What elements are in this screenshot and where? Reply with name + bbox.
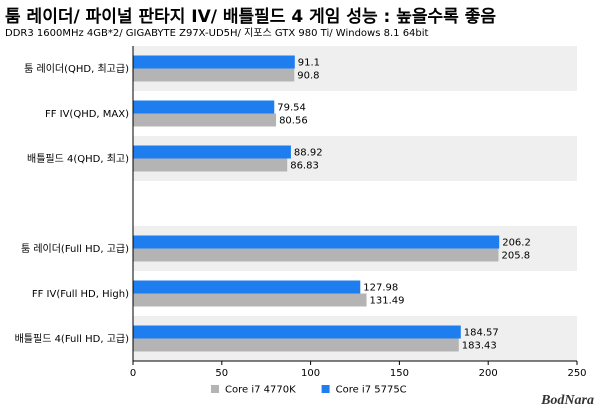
bar-core-i7-5775c <box>133 55 295 69</box>
bodnara-logo: BodNara <box>540 393 594 408</box>
legend-label: Core i7 5775C <box>336 385 407 396</box>
bar-core-i7-4770k <box>133 68 295 82</box>
bar-core-i7-4770k <box>133 113 277 127</box>
x-tick-label: 50 <box>215 368 228 379</box>
x-tick-label: 200 <box>479 368 498 379</box>
x-tick-label: 150 <box>390 368 409 379</box>
data-label: 206.2 <box>502 238 531 249</box>
category-label: FF IV(Full HD, High) <box>32 289 129 300</box>
legend-swatch <box>321 385 330 393</box>
data-label: 79.54 <box>277 103 306 114</box>
data-label: 90.8 <box>297 71 319 82</box>
legend-label: Core i7 4770K <box>225 385 296 396</box>
x-tick-label: 0 <box>130 368 136 379</box>
bar-core-i7-5775c <box>133 145 291 159</box>
x-tick-label: 100 <box>301 368 320 379</box>
x-tick-label: 250 <box>567 368 586 379</box>
data-label: 80.56 <box>279 116 308 127</box>
category-label: 툼 레이더(Full HD, 고급) <box>21 243 129 255</box>
category-label: FF IV(QHD, MAX) <box>45 109 129 120</box>
data-label: 183.43 <box>462 341 497 352</box>
bar-core-i7-4770k <box>133 158 288 172</box>
bar-core-i7-5775c <box>133 100 275 114</box>
data-label: 184.57 <box>464 328 499 339</box>
bar-core-i7-4770k <box>133 248 499 262</box>
data-label: 88.92 <box>294 148 323 159</box>
data-label: 86.83 <box>290 161 319 172</box>
category-label: 툼 레이더(QHD, 최고급) <box>24 63 129 75</box>
data-label: 127.98 <box>363 283 398 294</box>
legend-swatch <box>211 385 219 393</box>
bar-core-i7-4770k <box>133 338 459 352</box>
data-label: 131.49 <box>370 296 405 307</box>
bar-core-i7-5775c <box>133 325 461 339</box>
bar-core-i7-4770k <box>133 293 367 307</box>
category-label: 배틀필드 4(QHD, 최고) <box>27 153 129 165</box>
chart-subtitle: DDR3 1600MHz 4GB*2/ GIGABYTE Z97X-UD5H/ … <box>5 28 429 39</box>
category-label: 배틀필드 4(Full HD, 고급) <box>15 333 129 345</box>
bar-core-i7-5775c <box>133 235 500 249</box>
data-label: 91.1 <box>298 58 320 69</box>
chart-title: 툼 레이더/ 파이널 판타지 IV/ 배틀필드 4 게임 성능 : 높을수록 좋… <box>5 7 496 27</box>
bar-core-i7-5775c <box>133 280 361 294</box>
data-label: 205.8 <box>502 251 531 262</box>
